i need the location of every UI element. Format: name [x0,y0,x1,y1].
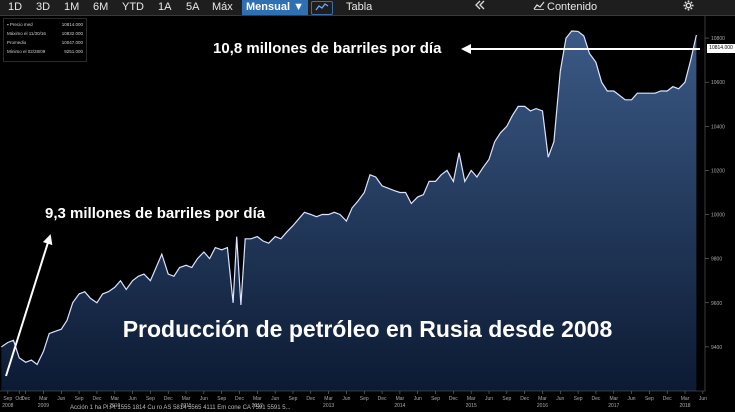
x-tick-label: Dec [235,396,244,402]
range-button-5a[interactable]: 5A [186,1,200,13]
gear-icon[interactable] [683,0,694,15]
x-tick-label: Jun [342,396,350,402]
table-button[interactable]: Tabla [346,1,373,13]
content-button[interactable]: Contenido [547,1,598,13]
x-tick-label: Mar [253,396,262,402]
x-tick-label: Sep [360,396,369,402]
production-area [1,31,697,391]
annotation-low-label: 9,3 millones de barriles por día [45,205,266,222]
x-tick-label: Mar [538,396,547,402]
x-tick-label: Sep [645,396,654,402]
x-year-label: 2014 [394,403,405,409]
x-tick-label: Sep [431,396,440,402]
y-tick-label: 9600 [711,301,722,307]
x-year-label: 2013 [323,403,334,409]
legend-row-last: ▪ Precio med [7,22,33,27]
footer-text: Acción 1 ha Pl.Pt 1555 1814 Cu ro AS 581… [70,405,291,411]
x-year-label: 2015 [466,403,477,409]
x-tick-label: Sep [146,396,155,402]
x-tick-label: Jun [628,396,636,402]
x-tick-label: Dec [306,396,315,402]
x-year-label: 2016 [537,403,548,409]
content-chart-icon[interactable] [533,0,545,15]
x-year-label: 2008 [2,403,13,409]
x-tick-label: Sep [75,396,84,402]
legend-row-avg: Promedio [7,40,27,45]
period-dropdown[interactable]: Mensual ▼ [242,0,308,15]
x-tick-label: Sep [289,396,298,402]
period-label: Mensual [246,1,291,13]
x-tick-label: Jun [699,396,707,402]
legend-value-min: 9251.000 [64,49,83,54]
chart-caption: Producción de petróleo en Rusia desde 20… [122,316,613,342]
x-tick-label: Jun [485,396,493,402]
range-button-max[interactable]: Máx [212,1,233,13]
x-tick-label: Dec [449,396,458,402]
x-tick-label: Mar [110,396,119,402]
x-year-label: 2011 [181,403,192,409]
x-tick-label: Jun [556,396,564,402]
x-tick-label: Dec [378,396,387,402]
x-tick-label: Jun [200,396,208,402]
x-tick-label: Dec [591,396,600,402]
x-tick-label: Mar [609,396,618,402]
range-button-ytd[interactable]: YTD [122,1,144,13]
y-tick-label: 10600 [711,80,725,86]
x-tick-label: Mar [681,396,690,402]
x-tick-label: Dec [92,396,101,402]
x-tick-label: Mar [39,396,48,402]
x-tick-label: Sep [502,396,511,402]
x-tick-label: Sep [3,396,12,402]
legend-value-last: 10814.000 [61,22,83,27]
y-tick-label: 10000 [711,213,725,219]
x-year-label: 2012 [252,403,263,409]
x-tick-label: Jun [57,396,65,402]
legend-row-max: Máximo el 11/30/16 [7,31,46,36]
double-chevron-left-icon[interactable] [475,0,485,15]
x-year-label: 2017 [608,403,619,409]
x-tick-label: Sep [217,396,226,402]
y-tick-label: 10800 [711,36,725,42]
y-axis-ticks: 9400 9600 9800 10000 10200 10400 10600 10800 [705,36,725,351]
legend-value-avg: 10047.000 [61,40,83,45]
x-tick-label: Jun [271,396,279,402]
y-tick-label: 9400 [711,345,722,351]
chart-legend: ▪ Precio med 10814.000 Máximo el 11/30/1… [3,18,87,62]
production-line [1,30,697,366]
y-tick-label: 10200 [711,168,725,174]
x-tick-label: Dec [520,396,529,402]
y-tick-label: 10400 [711,124,725,130]
annotation-arrow-low [5,234,53,377]
x-year-label: 2010 [109,403,120,409]
x-tick-label: Dec [21,396,30,402]
x-tick-label: Jun [129,396,137,402]
x-tick-label: Oct [15,396,23,402]
range-button-6m[interactable]: 6M [93,1,109,13]
legend-value-max: 10832.000 [61,31,83,36]
x-tick-label: Mar [396,396,405,402]
range-button-1d[interactable]: 1D [8,1,23,13]
last-price-tag: 10814.000 [707,44,735,53]
x-tick-label: Mar [467,396,476,402]
x-tick-label: Jun [414,396,422,402]
oil-production-chart: 9400 9600 9800 10000 10200 10400 10600 10800 Se… [0,16,725,409]
range-button-3d[interactable]: 3D [36,1,51,13]
x-tick-label: Mar [324,396,333,402]
legend-row-min: Mínimo el 02/28/09 [7,49,46,54]
x-tick-label: Dec [663,396,672,402]
range-button-1m[interactable]: 1M [64,1,80,13]
y-tick-label: 9800 [711,257,722,263]
x-tick-label: Sep [574,396,583,402]
chevron-down-icon: ▼ [293,1,304,13]
x-tick-label: Dec [164,396,173,402]
x-tick-label: Mar [182,396,191,402]
range-button-1a[interactable]: 1A [158,1,172,13]
x-year-label: 2009 [38,403,49,409]
chart-toolbar: 1D 3D 1M 6M YTD 1A 5A Máx Mensual ▼ Tabl… [0,0,735,16]
x-year-label: 2018 [679,403,690,409]
line-chart-icon[interactable] [311,1,333,15]
annotation-high-label: 10,8 millones de barriles por día [213,40,442,57]
